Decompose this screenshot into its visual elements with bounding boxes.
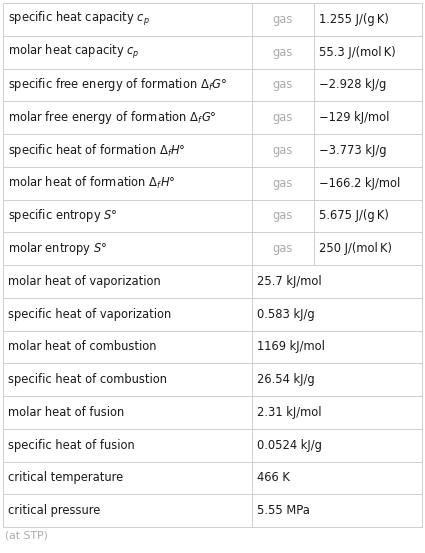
Text: −129 kJ/mol: −129 kJ/mol xyxy=(319,111,389,124)
Text: molar heat of combustion: molar heat of combustion xyxy=(8,341,156,353)
Text: gas: gas xyxy=(273,242,293,255)
Text: −3.773 kJ/g: −3.773 kJ/g xyxy=(319,144,386,157)
Text: specific heat of combustion: specific heat of combustion xyxy=(8,373,167,386)
Text: molar heat capacity $c_p$: molar heat capacity $c_p$ xyxy=(8,43,140,61)
Text: 466 K: 466 K xyxy=(257,471,290,484)
Text: 25.7 kJ/mol: 25.7 kJ/mol xyxy=(257,275,321,288)
Text: molar heat of formation $\Delta_f H\degree$: molar heat of formation $\Delta_f H\degr… xyxy=(8,175,176,191)
Text: gas: gas xyxy=(273,144,293,157)
Text: critical pressure: critical pressure xyxy=(8,504,100,517)
Text: gas: gas xyxy=(273,13,293,26)
Text: molar free energy of formation $\Delta_f G\degree$: molar free energy of formation $\Delta_f… xyxy=(8,109,217,126)
Text: specific heat of vaporization: specific heat of vaporization xyxy=(8,307,171,321)
Text: 5.675 J/(g K): 5.675 J/(g K) xyxy=(319,210,389,222)
Text: 0.583 kJ/g: 0.583 kJ/g xyxy=(257,307,314,321)
Text: molar heat of fusion: molar heat of fusion xyxy=(8,406,124,419)
Text: 1169 kJ/mol: 1169 kJ/mol xyxy=(257,341,325,353)
Text: gas: gas xyxy=(273,111,293,124)
Text: (at STP): (at STP) xyxy=(5,531,48,541)
Text: molar heat of vaporization: molar heat of vaporization xyxy=(8,275,161,288)
Text: specific entropy $S\degree$: specific entropy $S\degree$ xyxy=(8,207,118,225)
Text: 250 J/(mol K): 250 J/(mol K) xyxy=(319,242,392,255)
Text: gas: gas xyxy=(273,176,293,190)
Text: 0.0524 kJ/g: 0.0524 kJ/g xyxy=(257,439,322,452)
Text: gas: gas xyxy=(273,210,293,222)
Text: gas: gas xyxy=(273,46,293,59)
Text: specific heat capacity $c_p$: specific heat capacity $c_p$ xyxy=(8,11,150,28)
Text: 55.3 J/(mol K): 55.3 J/(mol K) xyxy=(319,46,396,59)
Text: −2.928 kJ/g: −2.928 kJ/g xyxy=(319,79,386,91)
Text: gas: gas xyxy=(273,79,293,91)
Text: specific heat of fusion: specific heat of fusion xyxy=(8,439,135,452)
Text: specific free energy of formation $\Delta_f G\degree$: specific free energy of formation $\Delt… xyxy=(8,76,227,93)
Text: −166.2 kJ/mol: −166.2 kJ/mol xyxy=(319,176,400,190)
Text: critical temperature: critical temperature xyxy=(8,471,123,484)
Text: 2.31 kJ/mol: 2.31 kJ/mol xyxy=(257,406,321,419)
Text: specific heat of formation $\Delta_f H\degree$: specific heat of formation $\Delta_f H\d… xyxy=(8,142,186,159)
Text: 5.55 MPa: 5.55 MPa xyxy=(257,504,310,517)
Text: molar entropy $S\degree$: molar entropy $S\degree$ xyxy=(8,240,107,257)
Text: 26.54 kJ/g: 26.54 kJ/g xyxy=(257,373,314,386)
Text: 1.255 J/(g K): 1.255 J/(g K) xyxy=(319,13,389,26)
